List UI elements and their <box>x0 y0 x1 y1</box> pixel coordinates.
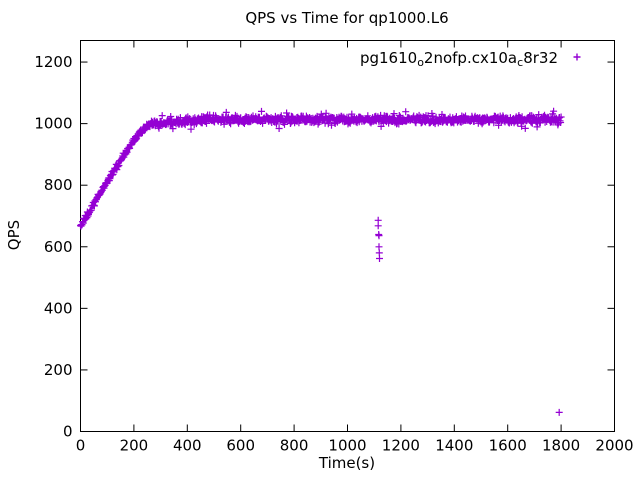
legend-label-segment: pg1610 <box>360 49 417 67</box>
legend-marker-icon <box>573 53 581 61</box>
x-tick-label: 600 <box>226 437 255 455</box>
x-tick-label: 0 <box>76 437 86 455</box>
y-tick-label: 1000 <box>34 115 72 133</box>
y-axis-label: QPS <box>5 220 23 250</box>
legend-label: pg1610o2nofp.cx10ac8r32 <box>360 49 558 69</box>
legend-label-segment: 8r32 <box>523 49 558 67</box>
chart-title: QPS vs Time for qp1000.L6 <box>245 9 448 27</box>
x-axis-label: Time(s) <box>318 454 375 472</box>
x-tick-label: 1000 <box>328 437 366 455</box>
y-tick-label: 1200 <box>34 53 72 71</box>
x-tick-label: 200 <box>120 437 149 455</box>
legend: pg1610o2nofp.cx10ac8r32 <box>360 49 581 69</box>
legend-label-subscript: c <box>517 56 523 69</box>
legend-label-segment: 2nofp.cx10a <box>424 49 517 67</box>
x-tick-label: 1800 <box>542 437 580 455</box>
x-tick-label: 1600 <box>489 437 527 455</box>
legend-label-subscript: o <box>417 56 424 69</box>
x-tick-label: 800 <box>280 437 309 455</box>
y-tick-label: 400 <box>44 299 73 317</box>
x-tick-label: 1400 <box>435 437 473 455</box>
data-points-path <box>77 107 565 416</box>
y-tick-label: 600 <box>44 238 73 256</box>
scatter-points <box>77 107 565 416</box>
y-tick-label: 800 <box>44 176 73 194</box>
x-tick-label: 2000 <box>595 437 633 455</box>
plot-border <box>80 40 615 432</box>
y-tick-label: 200 <box>44 361 73 379</box>
x-tick-label: 400 <box>173 437 202 455</box>
y-tick-label: 0 <box>63 423 73 441</box>
x-tick-label: 1200 <box>382 437 420 455</box>
axis-ticks: 0 200 400 600 800 1000 1200 1400 1600 1800 2000 0 20… <box>34 40 634 455</box>
